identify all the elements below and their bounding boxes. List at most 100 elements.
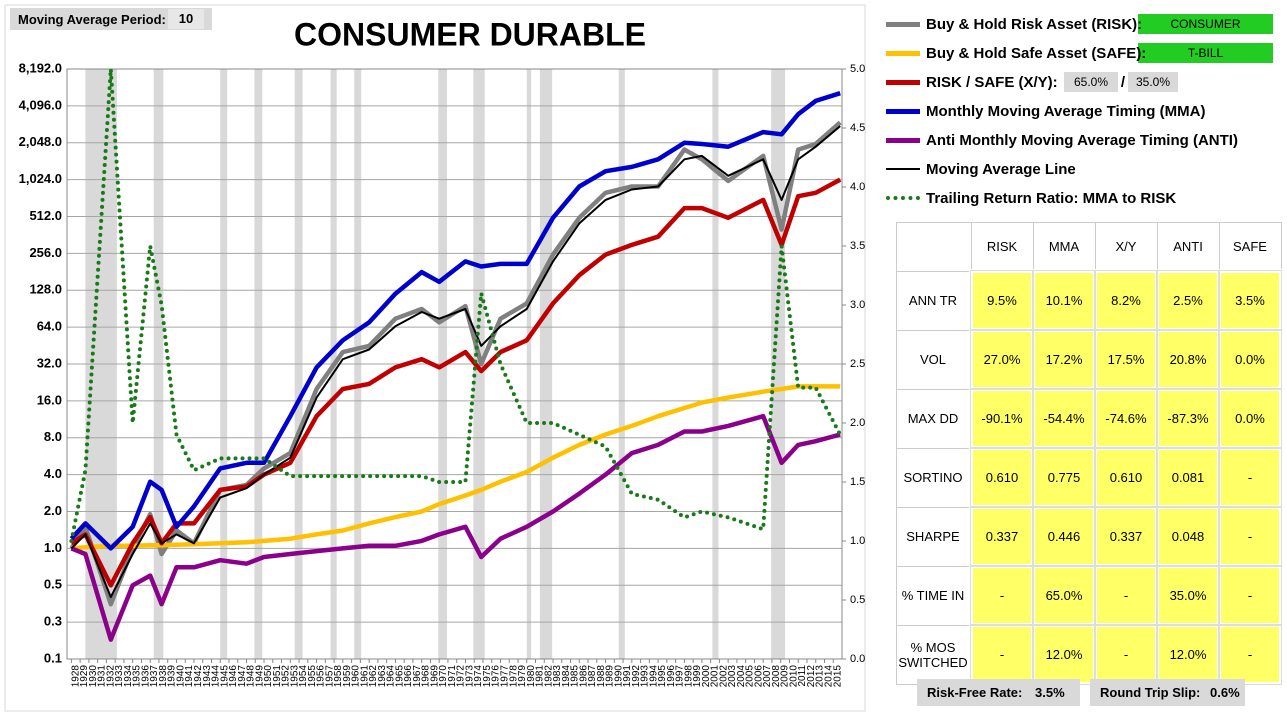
table-row: % MOS SWITCHED -12.0% -12.0% - [896,623,1283,686]
legend-label: Buy & Hold Risk Asset (RISK): [926,15,1143,33]
table-row: SHARPE 0.337 0.446 0.337 0.048- [896,505,1283,568]
series-line [71,384,841,551]
x-tick-label: 1968 [421,665,432,688]
x-tick-label: 1984 [561,665,572,688]
row-label: ANN TR [896,270,972,331]
x-tick-label: 1989 [605,665,616,688]
x-tick-label: 1943 [202,665,213,688]
stats-table: RISK MMA X/Y ANTI SAFE ANN TR 9.5% 10.1% 8.2% 2.5… [896,222,1283,686]
stat-cell: 0.081 [1155,446,1221,509]
x-tick-label: 1979 [517,665,528,688]
x-tick-label: 1983 [552,665,563,688]
stat-cell: 3.5% [1217,269,1283,332]
chart-frame [4,4,866,712]
x-tick-label: 1964 [386,665,397,688]
x-tick-label: 2007 [762,665,773,688]
x-tick-label: 1945 [219,665,230,688]
x-tick-label: 2003 [727,665,738,688]
legend-swatch [886,79,920,85]
x-tick-label: 1991 [622,665,633,688]
x-tick-label: 1932 [105,665,116,688]
stat-cell: 0.337 [1093,505,1159,568]
y2-tick-label: 4.5 [850,122,865,134]
safe-asset-input[interactable]: T-BILL [1138,43,1273,63]
x-tick-label: 1962 [368,665,379,688]
legend-swatch [886,168,920,170]
legend-entry: RISK / SAFE (X/Y): [886,71,1058,93]
x-tick-label: 1973 [464,665,475,688]
column-header: MMA [1032,222,1096,272]
y-tick-label: 1,024.0 [19,171,62,186]
x-tick-label: 1952 [281,665,292,688]
rf-label: Risk-Free Rate: [927,685,1023,700]
x-tick-label: 2014 [824,665,835,688]
y-tick-label: 2.0 [44,503,62,518]
risk-asset-input[interactable]: CONSUMER [1138,14,1273,34]
x-tick-label: 1954 [298,665,309,688]
x-tick-label: 2000 [701,665,712,688]
stat-cell: 17.2% [1031,328,1097,391]
x-tick-label: 1994 [648,665,659,688]
ma-value[interactable]: 10 [168,9,204,29]
y2-tick-label: 0.0 [850,653,865,665]
safe-weight-input[interactable]: 35.0% [1128,72,1178,92]
x-tick-label: 1980 [526,665,537,688]
y-tick-label: 64.0 [37,319,62,334]
legend-label: Trailing Return Ratio: MMA to RISK [926,189,1177,207]
legend-entry: Buy & Hold Risk Asset (RISK): [886,13,1142,35]
x-tick-label: 2002 [718,665,729,688]
ma-period: Moving Average Period: 10 [10,8,212,30]
row-label: % TIME IN [896,565,972,626]
x-tick-label: 1947 [237,665,248,688]
x-tick-label: 1975 [482,665,493,688]
x-tick-label: 1938 [158,665,169,688]
x-tick-label: 2015 [832,665,843,688]
stat-cell: 17.5% [1093,328,1159,391]
x-tick-label: 1977 [499,665,510,688]
x-tick-label: 1928 [70,665,81,688]
stat-cell: -90.1% [969,387,1035,450]
stat-cell: 8.2% [1093,269,1159,332]
x-tick-label: 1950 [263,665,274,688]
x-tick-label: 1990 [613,665,624,688]
chart: CONSUMER DURABLE 0.1 0.3 0.5 1.0 2.0 4.0 8.0 16… [4,4,866,712]
y-tick-label: 2,048.0 [19,134,62,149]
stat-cell: 0.610 [1093,446,1159,509]
y-tick-label: 512.0 [29,208,62,223]
legend-swatch [886,21,920,27]
x-tick-label: 1970 [438,665,449,688]
y2-tick-label: 1.5 [850,476,865,488]
x-tick-label: 1966 [403,665,414,688]
stat-cell: -54.4% [1031,387,1097,450]
corner-cell [896,222,972,272]
x-tick-label: 1937 [149,665,160,688]
slip-value[interactable]: 0.6% [1210,685,1240,700]
x-tick-label: 1987 [587,665,598,688]
risk-weight-input[interactable]: 65.0% [1064,72,1118,92]
x-tick-label: 1955 [307,665,318,688]
row-label: SHARPE [896,506,972,567]
y-tick-label: 8.0 [44,429,62,444]
column-header: X/Y [1094,222,1158,272]
series-line [69,67,843,543]
legend-entry: Monthly Moving Average Timing (MMA) [886,100,1205,122]
y-tick-label: 4,096.0 [19,97,62,112]
legend-swatch [886,108,920,114]
y-tick-label: 4.0 [44,466,62,481]
row-label: SORTINO [896,447,972,508]
column-header: ANTI [1156,222,1220,272]
x-tick-label: 1982 [543,665,554,688]
y-tick-label: 1.0 [44,540,62,555]
x-tick-label: 1978 [508,665,519,688]
x-tick-label: 1965 [394,665,405,688]
series-line [70,413,841,642]
x-tick-label: 2006 [753,665,764,688]
x-tick-label: 2005 [745,665,756,688]
stat-cell: - [1217,505,1283,568]
y2-tick-label: 3.0 [850,299,865,311]
y-tick-label: 256.0 [29,245,62,260]
legend-entry: Anti Monthly Moving Average Timing (ANTI… [886,129,1238,151]
rf-value[interactable]: 3.5% [1035,685,1065,700]
x-tick-label: 1997 [675,665,686,688]
y2-tick-label: 5.0 [850,63,865,75]
